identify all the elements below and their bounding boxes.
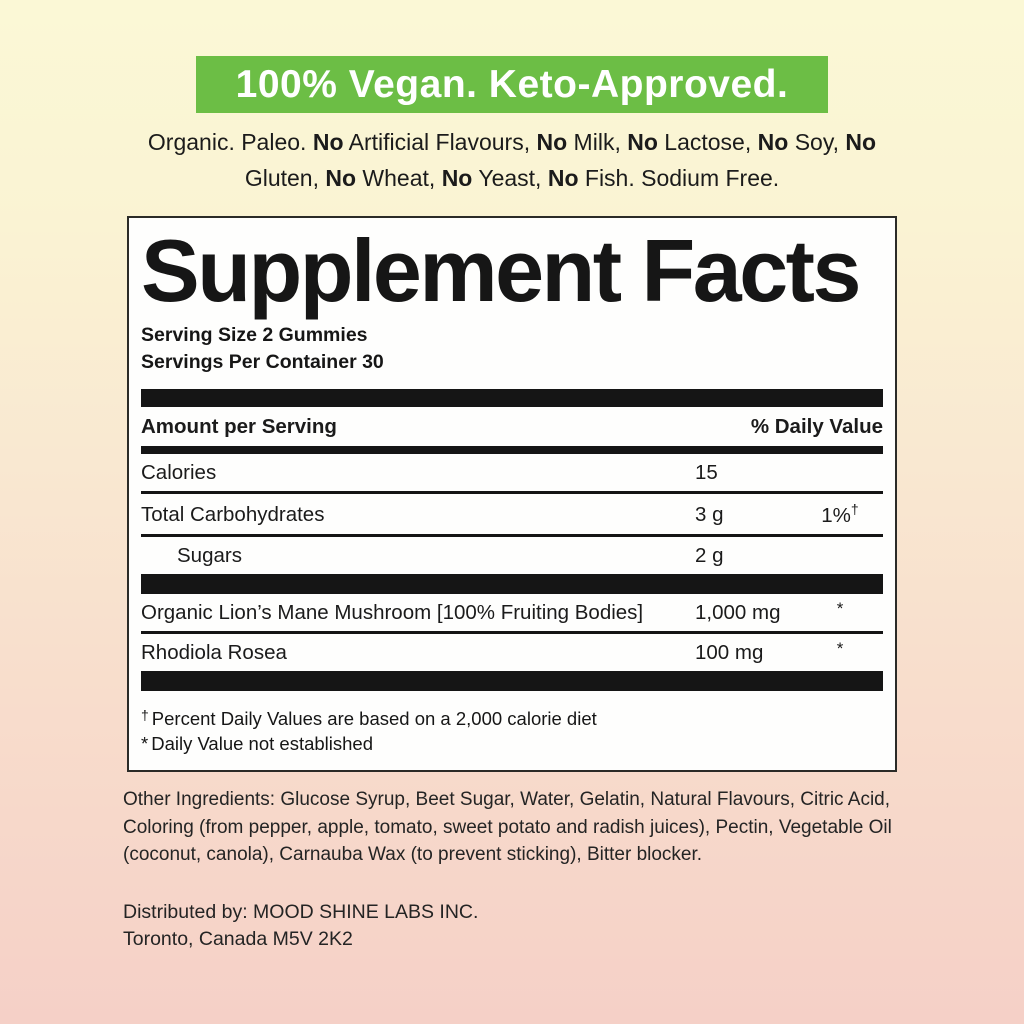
claims-segment-no: No <box>757 129 789 155</box>
other-ingredients-line: (coconut, canola), Carnauba Wax (to prev… <box>123 844 703 866</box>
nutrient-row-lions-mane: Organic Lion’s Mane Mushroom [100% Fruit… <box>141 594 883 635</box>
dagger-symbol: † <box>850 501 859 518</box>
serving-size: Serving Size 2 Gummies <box>141 324 368 347</box>
nutrient-row-rhodiola: Rhodiola Rosea 100 mg * <box>141 634 883 671</box>
claims-segment-no: No <box>547 164 579 191</box>
distributor-line: Toronto, Canada M5V 2K2 <box>123 928 353 951</box>
vegan-keto-banner: 100% Vegan. Keto-Approved. <box>196 56 828 113</box>
nutrient-daily-value: * <box>797 599 883 625</box>
claims-segment: Organic. Paleo. <box>147 129 313 155</box>
nutrient-name: Rhodiola Rosea <box>141 641 287 665</box>
nutrient-name: Sugars <box>177 544 242 568</box>
nutrient-row-calories: Calories 15 <box>141 454 883 495</box>
serving-info: Serving Size 2 Gummies Servings Per Cont… <box>141 322 883 376</box>
claims-segment: Wheat, <box>356 164 442 191</box>
nutrient-name: Organic Lion’s Mane Mushroom [100% Fruit… <box>141 601 644 625</box>
other-ingredients-line: Other Ingredients: Glucose Syrup, Beet S… <box>123 789 891 811</box>
claims-segment: Soy, <box>788 129 846 155</box>
nutrient-name: Calories <box>141 461 217 485</box>
other-ingredients-line: Coloring (from pepper, apple, tomato, sw… <box>123 816 892 838</box>
nutrient-amount: 1,000 mg <box>695 601 781 625</box>
footnote-daily-values: † Percent Daily Values are based on a 2,0… <box>141 703 883 731</box>
claims-segment: Yeast, <box>472 164 548 191</box>
nutrients-header-row: Amount per Serving % Daily Value <box>141 407 883 446</box>
divider-bar-thick <box>141 389 883 408</box>
asterisk-symbol: * <box>141 733 149 755</box>
divider-bar-section <box>141 671 883 692</box>
claims-segment-no: No <box>312 129 344 155</box>
claims-segment: Fish. Sodium Free. <box>578 164 780 191</box>
nutrient-row-sugars: Sugars 2 g <box>141 537 883 574</box>
nutrient-name: Total Carbohydrates <box>141 502 325 526</box>
supplement-facts-panel: Supplement Facts Serving Size 2 Gummies … <box>127 216 897 773</box>
distributor-info: Distributed by: MOOD SHINE LABS INC. Tor… <box>123 899 907 954</box>
nutrient-amount: 2 g <box>695 544 724 568</box>
divider-bar-section <box>141 574 883 595</box>
header-percent-daily-value: % Daily Value <box>750 415 883 439</box>
dagger-symbol: † <box>141 707 149 724</box>
nutrient-amount: 100 mg <box>695 641 764 665</box>
claims-segment: Milk, <box>567 129 628 155</box>
banner-label: 100% Vegan. Keto-Approved. <box>235 62 789 106</box>
claims-segment-no: No <box>325 164 357 191</box>
nutrient-amount: 15 <box>695 461 718 485</box>
nutrient-daily-value: * <box>797 639 883 665</box>
nutrient-row-carbohydrates: Total Carbohydrates 3 g 1%† <box>141 494 883 538</box>
asterisk-symbol: * <box>836 639 844 659</box>
divider-bar-medium <box>141 446 883 455</box>
claims-segment-no: No <box>627 129 658 155</box>
distributor-line: Distributed by: MOOD SHINE LABS INC. <box>123 900 479 923</box>
label-bottom-text: Other Ingredients: Glucose Syrup, Beet S… <box>117 786 907 954</box>
claims-segment: Lactose, <box>657 129 758 155</box>
other-ingredients: Other Ingredients: Glucose Syrup, Beet S… <box>123 786 907 869</box>
claims-segment: Artificial Flavours, <box>343 129 537 155</box>
claims-segment-no: No <box>536 129 568 155</box>
footnotes: † Percent Daily Values are based on a 2,0… <box>141 703 883 756</box>
asterisk-symbol: * <box>836 599 844 619</box>
claims-segment: Gluten, <box>244 164 326 191</box>
servings-per-container: Servings Per Container 30 <box>141 351 384 374</box>
footnote-not-established: * Daily Value not established <box>141 731 883 756</box>
claims-line-2: Gluten, No Wheat, No Yeast, No Fish. Sod… <box>0 161 1024 197</box>
footnote-text: Daily Value not established <box>151 733 373 755</box>
claims-line-1: Organic. Paleo. No Artificial Flavours, … <box>0 125 1024 161</box>
claims-segment-no: No <box>441 164 473 191</box>
footnote-text: Percent Daily Values are based on a 2,00… <box>151 708 597 730</box>
header-amount-per-serving: Amount per Serving <box>141 415 337 439</box>
nutrient-daily-value: 1%† <box>821 501 859 528</box>
nutrient-amount: 3 g <box>695 502 724 526</box>
panel-title: Supplement Facts <box>141 221 861 320</box>
claims-text: Organic. Paleo. No Artificial Flavours, … <box>0 125 1024 196</box>
claims-segment-no: No <box>845 129 877 155</box>
